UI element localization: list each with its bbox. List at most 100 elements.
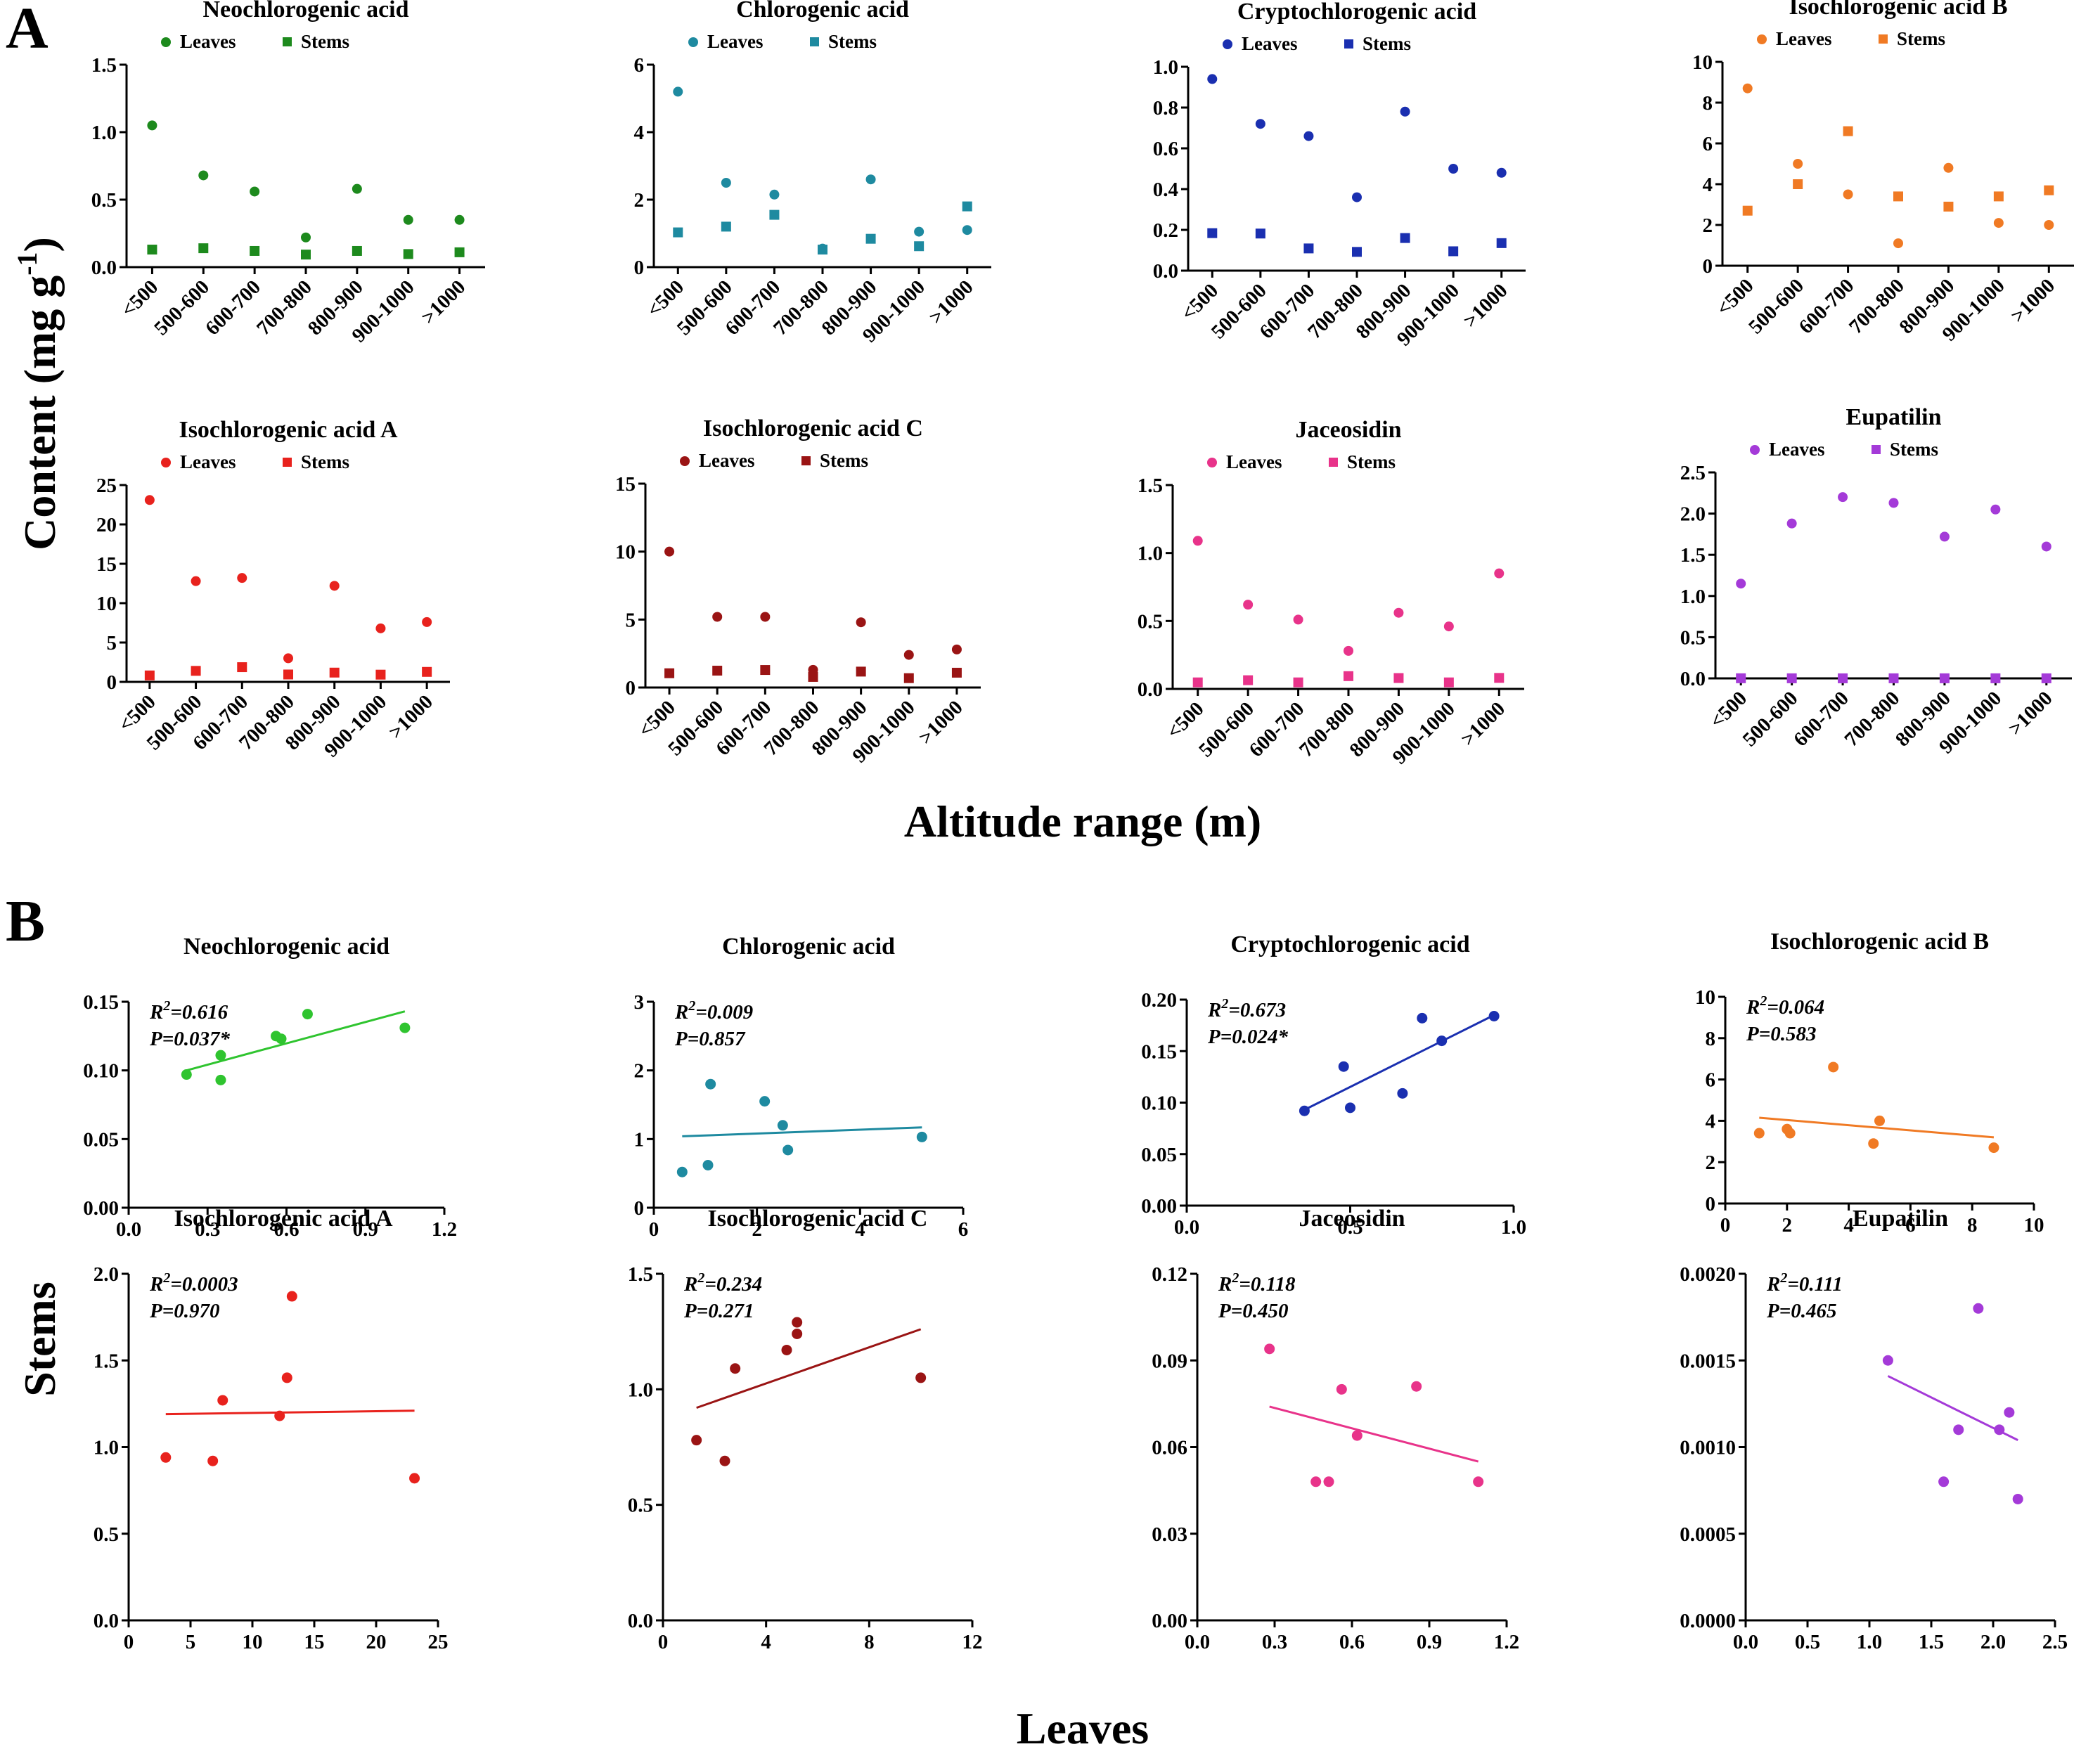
y-tick-label: 0.0 xyxy=(1680,668,1706,690)
legend-leaves-marker xyxy=(688,37,698,47)
chart-b-isochlorogenic-acid-a: Isochlorogenic acid A 0.0 0.5 1.0 1.5 2.0 0 5 10… xyxy=(94,1206,449,1653)
data-point xyxy=(276,1033,287,1045)
point-leaves xyxy=(664,546,675,557)
y-tick-label: 0.6 xyxy=(1153,138,1178,160)
legend-stems-label: Stems xyxy=(301,31,349,52)
point-leaves xyxy=(1742,83,1753,93)
y-tick-label: 0.10 xyxy=(83,1060,119,1083)
data-point xyxy=(215,1074,226,1085)
x-tick-label: <500 xyxy=(1163,697,1209,743)
y-tick-label: 0.0 xyxy=(628,1610,653,1632)
data-point xyxy=(1310,1476,1322,1487)
y-tick-label: 0.5 xyxy=(628,1495,653,1517)
y-tick-label: 0.20 xyxy=(1141,989,1177,1012)
point-leaves xyxy=(1893,238,1903,249)
data-point xyxy=(777,1120,788,1131)
point-leaves xyxy=(1993,218,2004,228)
x-tick-label: 0.5 xyxy=(1795,1631,1820,1653)
chart-title: Isochlorogenic acid C xyxy=(708,1206,928,1232)
point-stems xyxy=(1400,233,1410,243)
x-tick-label: 2 xyxy=(1782,1214,1793,1237)
point-leaves xyxy=(1843,189,1853,200)
legend-leaves-label: Leaves xyxy=(180,451,236,472)
y-tick-label: 0.00 xyxy=(1141,1195,1177,1218)
point-leaves xyxy=(1192,536,1203,546)
point-stems xyxy=(1393,673,1404,683)
point-leaves xyxy=(283,653,293,664)
data-point xyxy=(1264,1343,1275,1355)
chart-b-jaceosidin: Jaceosidin 0.00 0.03 0.06 0.09 0.12 0.0 0.3 0.6 0… xyxy=(1152,1206,1519,1653)
data-point xyxy=(915,1372,927,1383)
y-tick-label: 0.5 xyxy=(1680,626,1706,649)
r-squared-label: R2=0.234 xyxy=(683,1270,762,1296)
point-leaves xyxy=(422,617,432,627)
y-tick-label: 0.2 xyxy=(1153,219,1178,242)
point-stems xyxy=(454,247,465,257)
data-point xyxy=(781,1344,792,1355)
point-stems xyxy=(951,667,962,678)
legend-stems-label: Stems xyxy=(820,450,868,471)
x-tick-label: 10 xyxy=(2024,1214,2044,1237)
y-tick-label: 0.06 xyxy=(1152,1437,1187,1459)
point-stems xyxy=(1990,673,2001,683)
point-leaves xyxy=(1736,579,1746,589)
chart-a-neochlorogenic-acid: Neochlorogenic acid 0.0 0.5 1.0 1.5 <500500-6… xyxy=(91,0,485,347)
y-tick-label: 6 xyxy=(634,54,645,77)
y-tick-label: 1 xyxy=(634,1128,645,1151)
y-tick-label: 4 xyxy=(1703,174,1713,196)
x-tick-label: 600-700 xyxy=(1245,697,1309,761)
point-stems xyxy=(422,666,432,677)
point-stems xyxy=(712,666,723,676)
y-tick-label: 2 xyxy=(1706,1151,1716,1174)
y-tick-label: 0.5 xyxy=(94,1523,119,1546)
data-point xyxy=(730,1363,741,1374)
data-point xyxy=(1411,1381,1422,1392)
chart-title: Jaceosidin xyxy=(1295,417,1401,443)
data-point xyxy=(286,1291,297,1302)
x-tick-label: 0 xyxy=(649,1218,659,1241)
data-point xyxy=(281,1372,292,1383)
point-stems xyxy=(191,666,201,676)
chart-title: Cryptochlorogenic acid xyxy=(1230,931,1469,957)
point-stems xyxy=(1939,673,1950,683)
x-tick-label: >1000 xyxy=(915,696,967,749)
data-point xyxy=(302,1009,313,1020)
y-tick-label: 0.09 xyxy=(1152,1350,1187,1372)
point-leaves xyxy=(1293,614,1303,625)
point-leaves xyxy=(147,120,157,131)
point-leaves xyxy=(1448,164,1459,174)
y-tick-label: 0.03 xyxy=(1152,1523,1187,1546)
legend-leaves-marker xyxy=(161,458,171,467)
y-tick-label: 0.15 xyxy=(83,991,119,1014)
x-tick-label: <500 xyxy=(117,276,162,321)
chart-b-cryptochlorogenic-acid: Cryptochlorogenic acid 0.00 0.05 0.10 0.15 0.… xyxy=(1141,931,1526,1239)
chart-title: Eupatilin xyxy=(1845,404,1941,430)
point-stems xyxy=(1993,191,2004,202)
r-squared-label: R2=0.111 xyxy=(1766,1270,1843,1296)
regression-line xyxy=(165,1409,415,1416)
y-tick-label: 0 xyxy=(634,257,645,279)
p-value-label: P=0.465 xyxy=(1766,1300,1837,1322)
legend-leaves-marker xyxy=(680,456,690,466)
x-tick-label: 6 xyxy=(958,1218,969,1241)
legend-leaves-label: Leaves xyxy=(1226,451,1282,472)
chart-b-isochlorogenic-acid-b: Isochlorogenic acid B 0 2 4 6 8 10 0 2 4 6 8 10 R2=0.… xyxy=(1695,929,2044,1237)
y-tick-label: 0.0000 xyxy=(1680,1610,1736,1632)
chart-title: Cryptochlorogenic acid xyxy=(1237,0,1476,25)
y-tick-label: 5 xyxy=(107,632,117,654)
x-tick-label: 700-800 xyxy=(1295,697,1359,761)
data-point xyxy=(1953,1424,1964,1435)
point-stems xyxy=(865,233,876,244)
y-tick-label: 1.5 xyxy=(91,54,117,77)
point-leaves xyxy=(191,576,201,586)
y-tick-label: 6 xyxy=(1703,133,1713,155)
chart-b-eupatilin: Eupatilin0.00000.00050.00100.00150.00200… xyxy=(1680,1206,2068,1653)
x-tick-label: 0.0 xyxy=(1174,1216,1199,1239)
data-point xyxy=(676,1166,688,1177)
data-point xyxy=(181,1069,192,1080)
point-stems xyxy=(1255,228,1265,239)
x-tick-label: 1.2 xyxy=(432,1218,457,1241)
data-point xyxy=(792,1317,803,1328)
legend-leaves-marker xyxy=(1750,445,1760,455)
